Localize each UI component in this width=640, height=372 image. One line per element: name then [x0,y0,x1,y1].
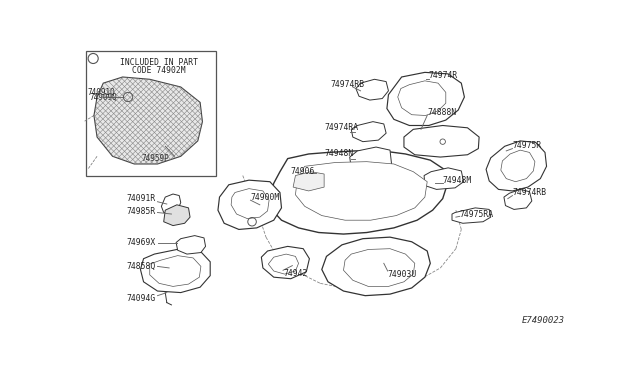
Polygon shape [486,141,547,191]
Polygon shape [270,151,448,234]
Text: 74091R: 74091R [127,194,156,203]
Text: 74969X: 74969X [127,238,156,247]
Text: 74948M: 74948M [443,176,472,185]
FancyBboxPatch shape [86,51,216,176]
Text: 74974R: 74974R [429,71,458,80]
Polygon shape [293,172,324,191]
Text: 74094G: 74094G [127,294,156,303]
Polygon shape [404,125,479,157]
Polygon shape [356,79,388,100]
Polygon shape [296,162,428,220]
Text: 74909Q: 74909Q [90,93,117,102]
Text: 74974RA: 74974RA [325,123,359,132]
Polygon shape [140,249,210,293]
Text: 74888N: 74888N [428,108,456,117]
Text: 74975R: 74975R [513,141,541,150]
Polygon shape [322,237,430,296]
Text: 74900M: 74900M [250,193,280,202]
Text: 74906: 74906 [291,167,315,176]
Polygon shape [387,73,465,125]
Text: 74974RB: 74974RB [330,80,364,89]
Text: 74948N: 74948N [325,150,354,158]
Polygon shape [501,150,535,182]
Polygon shape [452,208,491,223]
Text: 74903U: 74903U [388,270,417,279]
Polygon shape [424,168,463,189]
Polygon shape [176,235,205,254]
Text: 74091Q: 74091Q [88,88,115,97]
Text: E7490023: E7490023 [522,316,564,325]
Polygon shape [349,147,392,172]
Polygon shape [218,180,282,230]
Text: INCLUDED IN PART: INCLUDED IN PART [120,58,198,67]
Text: 74975RA: 74975RA [460,209,494,218]
Text: 74985R: 74985R [127,207,156,216]
Polygon shape [94,77,202,164]
Text: 74858Q: 74858Q [127,262,156,271]
Polygon shape [344,249,415,286]
Polygon shape [268,254,298,274]
Polygon shape [161,194,180,214]
Text: 74959P: 74959P [142,154,170,163]
Polygon shape [261,246,309,279]
Text: CODE 74902M: CODE 74902M [132,66,186,75]
Polygon shape [351,122,386,142]
Text: 74942: 74942 [283,269,307,278]
Text: 74974RB: 74974RB [513,188,547,197]
Polygon shape [150,256,201,286]
Polygon shape [504,189,532,209]
Polygon shape [397,81,446,115]
Polygon shape [231,189,269,219]
Polygon shape [164,205,190,225]
